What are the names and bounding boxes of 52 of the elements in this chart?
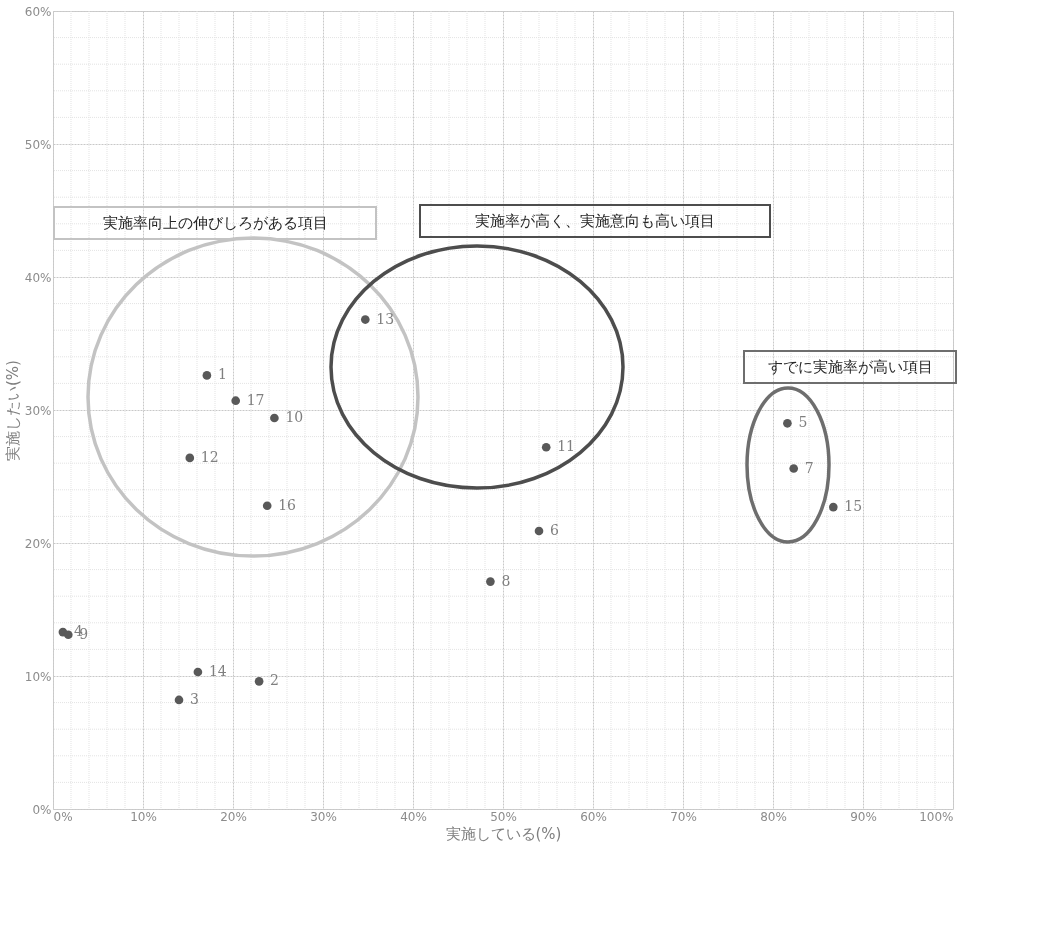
- x-tick-label: 90%: [850, 809, 877, 824]
- x-tick-label: 0%: [53, 809, 73, 824]
- series-label: 8: [501, 572, 511, 589]
- point: [254, 677, 264, 686]
- x-tick-label: 100%: [919, 809, 954, 824]
- y-tick-label: 50%: [24, 137, 52, 152]
- x-tick-label: 30%: [310, 809, 337, 824]
- y-tick-label: 40%: [24, 270, 52, 285]
- x-tick-label: 10%: [130, 809, 157, 824]
- point: [789, 464, 799, 473]
- point: [63, 630, 73, 640]
- y-tick-label: 20%: [24, 536, 52, 551]
- point: [486, 577, 495, 586]
- series-label: 15: [844, 498, 863, 515]
- series-label: 11: [557, 438, 576, 455]
- point: [185, 453, 195, 463]
- point: [174, 695, 184, 705]
- series-label: 7: [804, 459, 814, 476]
- point: [270, 413, 279, 423]
- series-label: 2: [270, 672, 280, 689]
- annotation: 実施率向上の伸びしろがある項目: [102, 214, 328, 232]
- point: [828, 502, 838, 512]
- x-tick-label: 80%: [760, 809, 787, 824]
- x-axis-title: 実施している(%): [445, 824, 562, 843]
- x-tick-label: 50%: [490, 809, 517, 824]
- series-label: 10: [285, 408, 304, 425]
- series-label: 14: [208, 663, 227, 680]
- y-tick-label: 30%: [24, 403, 52, 418]
- series-label: 17: [246, 391, 265, 408]
- point: [231, 396, 241, 406]
- annotation: すでに実施率が高い項目: [767, 358, 933, 376]
- x-tick-label: 70%: [670, 809, 697, 824]
- point: [783, 418, 792, 428]
- series-label: 12: [200, 448, 219, 465]
- series-label: 6: [550, 522, 559, 539]
- x-tick-label: 40%: [400, 809, 427, 824]
- series-label: 13: [376, 310, 395, 327]
- y-tick-label: 10%: [24, 669, 52, 684]
- series-label: 3: [190, 690, 199, 707]
- x-tick-label: 20%: [220, 809, 247, 824]
- x-tick-label: 60%: [580, 809, 607, 824]
- point: [202, 371, 212, 380]
- y-tick-label: 60%: [24, 4, 52, 19]
- y-axis-title: 実施したい(%): [3, 360, 22, 461]
- point: [193, 667, 203, 677]
- point: [541, 442, 551, 452]
- point: [262, 501, 272, 511]
- series-label: 1: [217, 366, 227, 383]
- series-label: 5: [798, 414, 808, 431]
- series-label: 16: [278, 496, 297, 513]
- point: [360, 315, 370, 324]
- annotation: 実施率が高く、実施意向も高い項目: [475, 212, 715, 230]
